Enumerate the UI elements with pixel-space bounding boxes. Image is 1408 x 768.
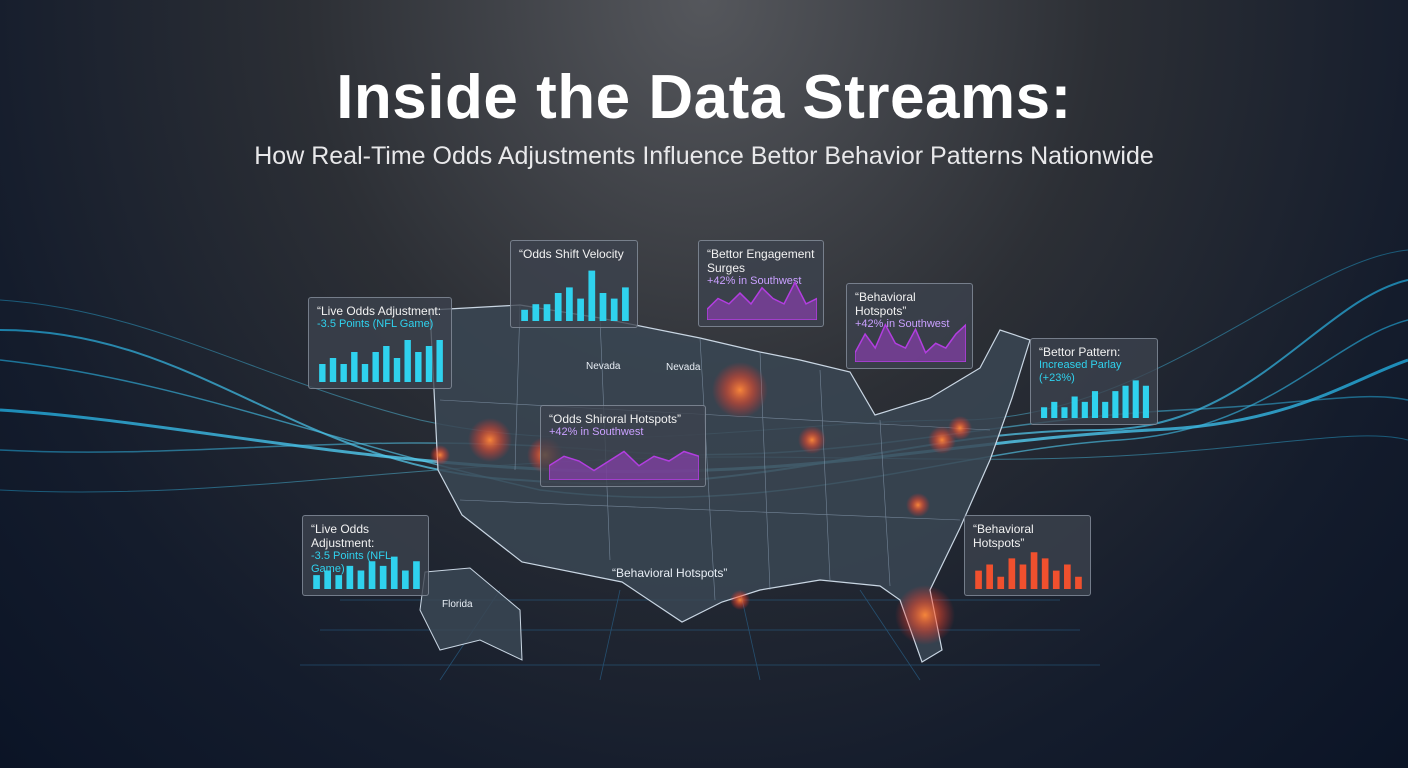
bar [335,575,343,589]
bar [1061,407,1068,418]
bar [521,309,528,321]
info-panel: “Live Odds Adjustment: -3.5 Points (NFL G… [302,515,429,596]
bar [1091,391,1099,418]
mini-chart [1041,380,1149,418]
bar [1041,407,1048,418]
bar [1075,576,1082,589]
bar [404,340,411,382]
area [707,280,817,320]
panel-subtitle: Increased Parlay (+23%) [1039,359,1122,384]
bar [986,564,993,589]
bar [402,570,409,589]
info-panel: “Odds Shift Velocity [510,240,638,328]
panel-title: “Bettor Engagement Surges [707,247,815,275]
mini-chart [521,270,629,321]
bar [413,561,420,589]
bar [1051,401,1058,418]
bar [340,364,347,382]
bar [1019,564,1027,589]
bar [1071,396,1078,418]
bar [1122,385,1129,418]
bar [1052,570,1060,589]
bar [1081,401,1088,418]
bar [368,561,376,589]
mini-chart [319,340,443,382]
bar [393,358,401,382]
panel-title: “Bettor Pattern: [1039,345,1121,359]
bar [324,570,331,589]
bar [313,575,320,589]
panel-subtitle: +42% in Southwest [549,426,644,438]
bar [372,352,379,382]
subtitle: How Real-Time Odds Adjustments Influence… [254,142,1154,170]
panel-title: “Live Odds Adjustment: [317,304,442,318]
map-label: Nevada [586,361,621,372]
mini-chart [855,322,966,362]
mini-chart [549,450,699,480]
panel-subtitle: -3.5 Points (NFL Game) [311,550,391,575]
bar [975,570,982,589]
bar [425,346,433,382]
bar [532,304,540,321]
info-panel: “Behavioral Hotspots” [964,515,1091,596]
bar [1102,401,1109,418]
bar [610,298,618,321]
title: Inside the Data Streams: [336,63,1072,132]
us-map [429,304,1031,663]
bar [346,565,354,589]
bar [577,298,584,321]
panel-subtitle: +42% in Southwest [707,275,802,287]
bar [1030,552,1038,589]
bar [1008,558,1016,589]
bar [319,364,326,382]
panel-title: “Odds Shiroral Hotspots” [549,412,682,426]
mini-chart [313,556,420,589]
panel-title: “Behavioral Hotspots” [973,522,1034,550]
bar [1041,558,1049,589]
panel-subtitle: -3.5 Points (NFL Game) [317,318,434,330]
bar [997,576,1005,589]
bar [361,364,369,382]
bar [599,293,607,321]
bar [415,352,422,382]
bar [351,352,358,382]
info-panel: “Odds Shiroral Hotspots” +42% in Southwes… [540,405,706,487]
info-panel: “Bettor Engagement Surges +42% in Southwe… [698,240,824,327]
bar [554,293,562,321]
map-label: Florida [442,599,473,610]
bar [436,340,443,382]
mini-chart [975,552,1082,589]
panel-title: “Live Odds Adjustment: [311,522,375,550]
bar [566,287,573,321]
bar [1064,564,1071,589]
bar [622,287,629,321]
map-label: Nevada [666,362,701,373]
panel-subtitle: +42% in Southwest [855,318,950,330]
bar [543,304,551,321]
info-panel: “Bettor Pattern: Increased Parlay (+23%) [1030,338,1158,425]
bar [379,565,387,589]
map-label: “Behavioral Hotspots” [612,566,728,580]
area [549,450,699,480]
panel-title: “Odds Shift Velocity [519,247,624,261]
bar [383,346,390,382]
hotspots [430,362,972,645]
area [855,322,966,362]
bar [329,358,337,382]
info-panel: “Behavioral Hotspots” +42% in Southwest [846,283,973,369]
bar [1112,391,1119,418]
info-panel: “Live Odds Adjustment: -3.5 Points (NFL G… [308,297,452,389]
bar [1142,385,1149,418]
mini-chart [707,280,817,320]
panel-title: “Behavioral Hotspots” [855,290,916,318]
bar [1132,380,1139,418]
bar [357,570,365,589]
bar [588,270,596,321]
bar [390,556,398,589]
alaska [419,567,523,661]
